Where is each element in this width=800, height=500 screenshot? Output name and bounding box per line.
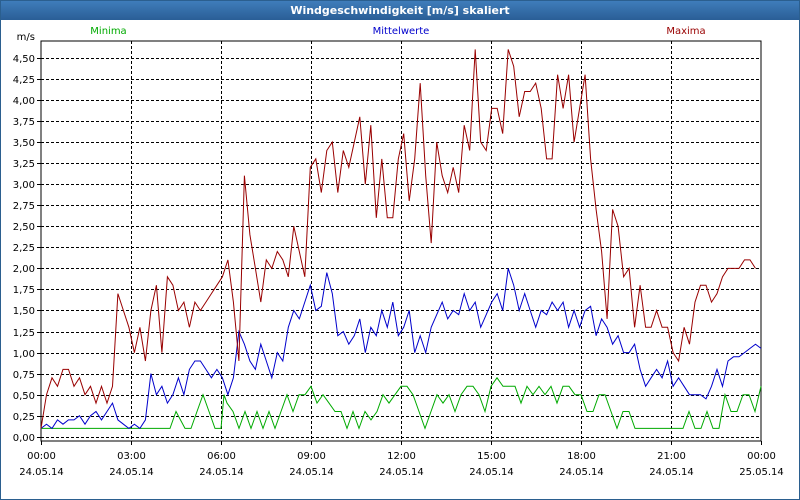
y-tick-label: 3,25 — [13, 159, 35, 170]
legend-entry: Minima — [90, 26, 126, 37]
x-tick-date: 24.05.14 — [109, 467, 154, 478]
y-tick-label: 1,75 — [13, 285, 35, 296]
y-tick-label: 3,50 — [13, 138, 35, 149]
y-tick-label: 0,00 — [13, 433, 35, 444]
x-tick-time: 18:00 — [567, 451, 596, 462]
legend-entry: Mittelwerte — [373, 26, 430, 37]
series-line-maxima — [40, 49, 756, 429]
y-tick-label: 4,25 — [13, 75, 35, 86]
y-tick-label: 2,25 — [13, 243, 35, 254]
x-tick-time: 15:00 — [477, 451, 506, 462]
y-tick-label: 0,50 — [13, 391, 35, 402]
y-tick-label: 0,25 — [13, 412, 35, 423]
legend-entry: Maxima — [666, 26, 705, 37]
y-axis-label: m/s — [17, 32, 35, 43]
x-tick-time: 06:00 — [207, 451, 236, 462]
series-line-mittelwerte — [40, 268, 762, 430]
y-tick-label: 0,75 — [13, 370, 35, 381]
x-tick-date: 24.05.14 — [199, 467, 244, 478]
wind-speed-chart: 0,00 0,25 0,50 0,75 1,00 1,25 1,50 1,75 2,00 2,25… — [13, 26, 784, 478]
y-tick-label: 3,00 — [13, 180, 35, 191]
x-tick-date: 25.05.14 — [739, 467, 784, 478]
x-tick-date: 24.05.14 — [649, 467, 694, 478]
x-tick-date: 24.05.14 — [379, 467, 424, 478]
chart-title: Windgeschwindigkeit [m/s] skaliert — [1, 1, 799, 20]
series-line-minima — [41, 376, 762, 430]
x-tick-date: 24.05.14 — [469, 467, 514, 478]
x-tick-time: 12:00 — [387, 451, 416, 462]
x-tick-time: 03:00 — [117, 451, 146, 462]
x-tick-time: 09:00 — [297, 451, 326, 462]
x-tick-time: 00:00 — [27, 451, 56, 462]
y-tick-label: 2,00 — [13, 264, 35, 275]
y-tick-label: 3,75 — [13, 117, 35, 128]
x-tick-date: 24.05.14 — [19, 467, 64, 478]
x-tick-time: 00:00 — [747, 451, 776, 462]
y-tick-label: 4,50 — [13, 54, 35, 65]
y-tick-label: 1,50 — [13, 306, 35, 317]
x-tick-time: 21:00 — [657, 451, 686, 462]
y-tick-label: 1,00 — [13, 349, 35, 360]
y-tick-label: 2,75 — [13, 201, 35, 212]
y-tick-label: 1,25 — [13, 328, 35, 339]
x-tick-date: 24.05.14 — [559, 467, 604, 478]
y-tick-label: 4,00 — [13, 96, 35, 107]
x-tick-date: 24.05.14 — [289, 467, 334, 478]
y-tick-label: 2,50 — [13, 222, 35, 233]
